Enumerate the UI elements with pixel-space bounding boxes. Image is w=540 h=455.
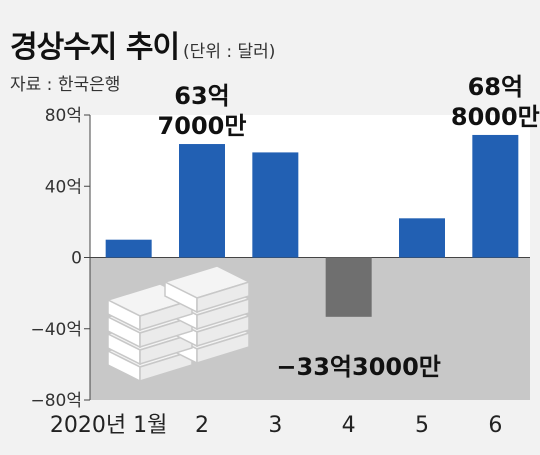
- x-tick-label: 3: [268, 413, 282, 438]
- bar: [252, 152, 299, 258]
- money-stack-left-2-front: [139, 332, 193, 366]
- bar: [472, 134, 519, 258]
- money-stack-right-2-front: [196, 314, 250, 348]
- y-tick-label: 40억: [45, 177, 82, 197]
- source-label: 자료 : 한국은행: [10, 75, 121, 95]
- money-stack-illustration: [105, 265, 252, 383]
- unit-label: (단위 : 달러): [183, 42, 276, 62]
- y-tick-label: −40억: [30, 320, 82, 340]
- bar: [105, 239, 152, 258]
- title-row: 경상수지 추이 (단위 : 달러): [10, 22, 275, 66]
- bar: [325, 257, 372, 317]
- x-tick-label: 2020년 1월: [50, 413, 167, 438]
- x-tick-label: 6: [488, 413, 502, 438]
- money-stack-right-3-front: [196, 331, 250, 365]
- money-stack-left-1-front: [139, 315, 193, 349]
- bar: [179, 144, 225, 258]
- money-stack-right-1-front: [196, 297, 250, 331]
- y-tick-label: −80억: [30, 391, 82, 411]
- data-label: 68억: [468, 73, 523, 101]
- data-label: −33억3000만: [276, 353, 440, 381]
- data-label: 63억: [174, 82, 229, 110]
- y-tick-label: 0: [71, 249, 82, 269]
- bar: [399, 218, 445, 258]
- chart-title: 경상수지 추이: [10, 30, 180, 65]
- plot-area: [90, 115, 530, 258]
- data-label: 7000만: [158, 112, 247, 140]
- money-stack-left-0-front: [139, 298, 193, 332]
- x-tick-label: 2: [195, 413, 209, 438]
- data-label: 8000만: [451, 103, 540, 131]
- y-tick-label: 80억: [45, 106, 82, 126]
- money-stack-right-0-front: [196, 280, 250, 314]
- money-stack-left-3-front: [139, 349, 193, 383]
- x-tick-label: 5: [415, 413, 429, 438]
- x-tick-label: 4: [342, 413, 356, 438]
